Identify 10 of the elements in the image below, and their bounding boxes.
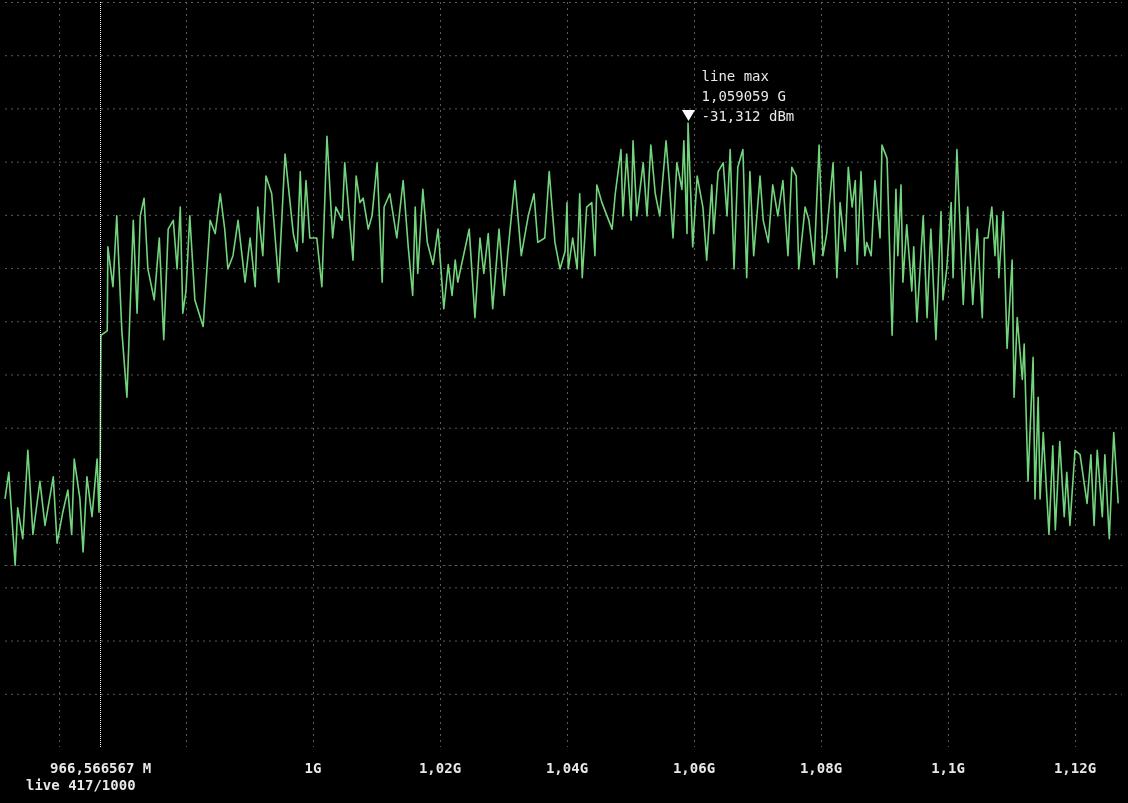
x-tick-label: 1,02G (418, 760, 462, 776)
ref-line-label: 966,566567 M (50, 760, 152, 776)
annotation: line max 1,059059 G -31,312 dBm (701, 68, 795, 125)
x-tick-label: 1,06G (672, 760, 716, 776)
x-tick-label: 1,12G (1053, 760, 1097, 776)
x-tick-label: 1,04G (545, 760, 589, 776)
x-tick-label: 1G (304, 760, 322, 776)
text: live 417/1000 (26, 777, 136, 793)
x-tick-label: 1,1G (931, 760, 965, 776)
x-tick-label: 1,08G (799, 760, 843, 776)
